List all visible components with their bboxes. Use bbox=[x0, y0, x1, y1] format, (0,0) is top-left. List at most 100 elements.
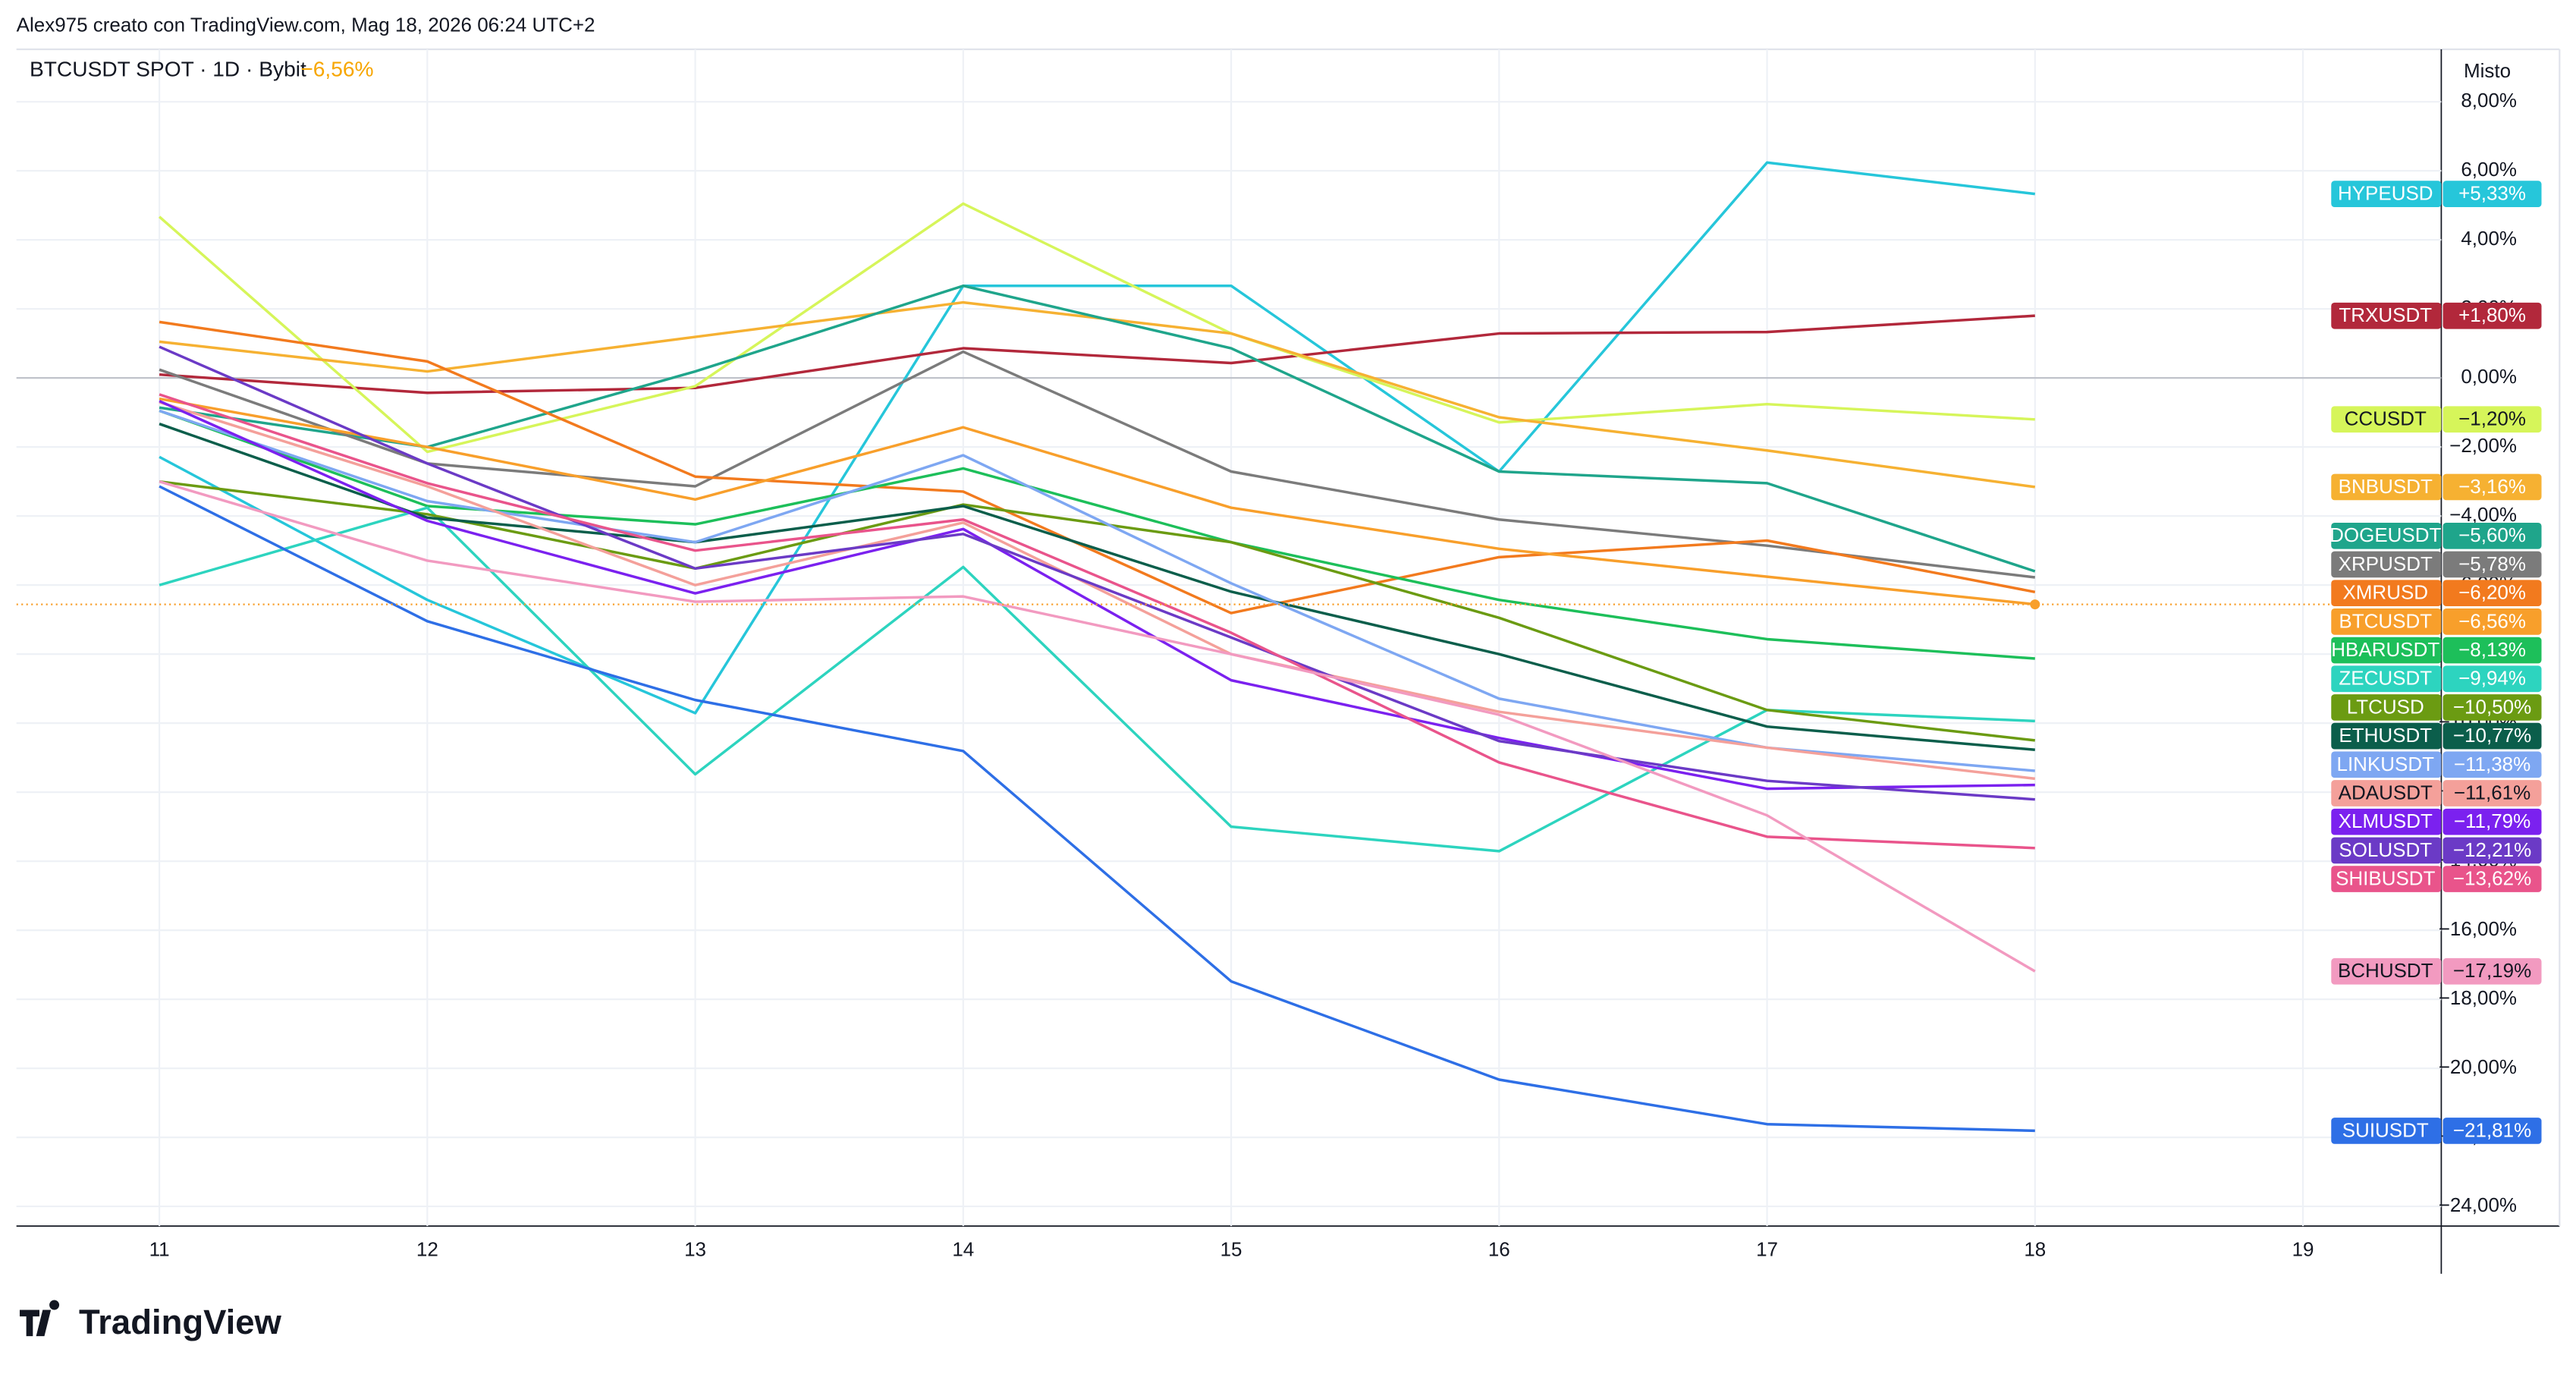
y-tick-label: 8,00% bbox=[2461, 89, 2517, 112]
series-line bbox=[159, 423, 2035, 751]
badge-value-bg bbox=[2442, 637, 2542, 664]
y-tick-label: −20,00% bbox=[2439, 1055, 2517, 1078]
value-label: −6,20% bbox=[2458, 581, 2526, 604]
badge-value-bg bbox=[2442, 837, 2542, 864]
badge-name-bg bbox=[2331, 181, 2442, 207]
value-label: −5,60% bbox=[2458, 524, 2526, 546]
value-label: −1,20% bbox=[2458, 407, 2526, 430]
badge-name-bg bbox=[2331, 694, 2442, 721]
x-tick-label: 18 bbox=[2024, 1237, 2046, 1260]
value-label: −10,50% bbox=[2453, 695, 2531, 718]
y-tick-label: 6,00% bbox=[2461, 158, 2517, 181]
value-label: −8,13% bbox=[2458, 638, 2526, 661]
badge-value-bg bbox=[2442, 522, 2542, 549]
badge-name-bg bbox=[2331, 522, 2442, 549]
value-label: −3,16% bbox=[2458, 475, 2526, 498]
badge-name-bg bbox=[2331, 808, 2442, 835]
value-label: −11,38% bbox=[2454, 753, 2530, 775]
grid: 11 12 13 14 15 16 17 18 19 bbox=[16, 49, 2442, 1260]
series-line bbox=[159, 480, 2036, 973]
badge-value-bg bbox=[2442, 608, 2542, 635]
legend-entry: XLMUSDT bbox=[2339, 810, 2433, 832]
legend-entry: BCHUSDT bbox=[2338, 959, 2433, 982]
legend-entry: XMRUSD bbox=[2342, 581, 2428, 604]
badge-value-bg bbox=[2442, 665, 2542, 693]
badge-name-bg bbox=[2331, 722, 2442, 750]
value-label: −11,79% bbox=[2454, 810, 2530, 832]
badge-value-bg bbox=[2442, 580, 2542, 606]
legend-entry: ZECUSDT bbox=[2339, 667, 2432, 690]
badge-value-bg bbox=[2442, 406, 2542, 433]
badge-value-bg bbox=[2442, 473, 2542, 501]
brand: TradingView bbox=[79, 1303, 282, 1341]
y-tick-label: −16,00% bbox=[2439, 917, 2517, 940]
series-line bbox=[159, 284, 2036, 573]
series-line bbox=[159, 397, 2035, 606]
axis-mode[interactable]: Misto bbox=[2464, 59, 2511, 82]
y-tick-label: 4,00% bbox=[2461, 227, 2517, 250]
value-label: −17,19% bbox=[2453, 959, 2531, 982]
badge-name-bg bbox=[2331, 665, 2442, 693]
y-tick-label: −2,00% bbox=[2449, 434, 2517, 457]
series-line bbox=[159, 161, 2035, 715]
legend-title: BTCUSDT SPOT · 1D · Bybit bbox=[30, 58, 306, 81]
legend-entry: BNBUSDT bbox=[2339, 475, 2433, 498]
badge-name-bg bbox=[2331, 302, 2442, 329]
x-tick-label: 17 bbox=[1756, 1237, 1778, 1260]
legend-entry: LTCUSD bbox=[2347, 695, 2424, 718]
badge-name-bg bbox=[2331, 837, 2442, 864]
credit: Alex975 creato con TradingView.com, Mag … bbox=[17, 14, 595, 36]
series-line bbox=[159, 345, 2035, 801]
value-label: −6,56% bbox=[2458, 609, 2526, 632]
series-line bbox=[159, 393, 2035, 850]
x-tick-label: 19 bbox=[2292, 1237, 2314, 1260]
badge-name-bg bbox=[2331, 580, 2442, 606]
badge-name-bg bbox=[2331, 751, 2442, 778]
legend-entry: SUIUSDT bbox=[2342, 1118, 2429, 1141]
badge-name-bg bbox=[2331, 608, 2442, 635]
series-line bbox=[159, 485, 2035, 1133]
series-line bbox=[159, 314, 2035, 395]
badge-value-bg bbox=[2442, 1118, 2542, 1144]
legend-entry: XRPUSDT bbox=[2339, 552, 2433, 575]
badge-value-bg bbox=[2442, 780, 2542, 806]
value-label: −12,21% bbox=[2453, 838, 2531, 861]
legend-entry: SHIBUSDT bbox=[2336, 867, 2435, 890]
legend-entry: HYPEUSD bbox=[2338, 182, 2433, 205]
value-label: +1,80% bbox=[2458, 303, 2526, 326]
value-label: −11,61% bbox=[2454, 781, 2530, 803]
series-line bbox=[159, 350, 2036, 579]
x-tick-label: 11 bbox=[149, 1237, 170, 1260]
legend-entry: BTCUSDT bbox=[2339, 609, 2432, 632]
x-tick-label: 16 bbox=[1488, 1237, 1510, 1260]
y-tick-label: −4,00% bbox=[2449, 503, 2517, 526]
badge-name-bg bbox=[2331, 1118, 2442, 1144]
badge-name-bg bbox=[2331, 957, 2442, 985]
last-point bbox=[2030, 599, 2040, 610]
x-tick-label: 14 bbox=[952, 1237, 974, 1260]
y-tick-label: 0,00% bbox=[2461, 365, 2517, 388]
x-tick-label: 12 bbox=[416, 1237, 438, 1260]
badges: HYPEUSD +5,33% TRXUSDT +1,80% CCUSDT −1,20% BN… bbox=[2329, 181, 2542, 1144]
brand-logo: TradingView bbox=[19, 1300, 282, 1341]
y-tick-label: −24,00% bbox=[2439, 1193, 2517, 1216]
badge-name-bg bbox=[2331, 473, 2442, 501]
legend-entry: HBARUSDT bbox=[2331, 638, 2439, 661]
value-label: −9,94% bbox=[2458, 667, 2526, 690]
value-label: −21,81% bbox=[2453, 1118, 2531, 1141]
badge-value-bg bbox=[2442, 957, 2542, 985]
value-label: −5,78% bbox=[2458, 552, 2526, 575]
legend-entry: LINKUSDT bbox=[2337, 753, 2435, 775]
series-line bbox=[158, 202, 2035, 454]
series-line bbox=[159, 401, 2035, 781]
value-label: −10,77% bbox=[2453, 724, 2531, 747]
legend-entry: ADAUSDT bbox=[2339, 781, 2433, 803]
value-label: +5,33% bbox=[2458, 182, 2526, 205]
badge-value-bg bbox=[2442, 751, 2542, 778]
badge-value-bg bbox=[2442, 694, 2542, 721]
badge-name-bg bbox=[2331, 637, 2442, 664]
badge-name-bg bbox=[2331, 551, 2442, 578]
